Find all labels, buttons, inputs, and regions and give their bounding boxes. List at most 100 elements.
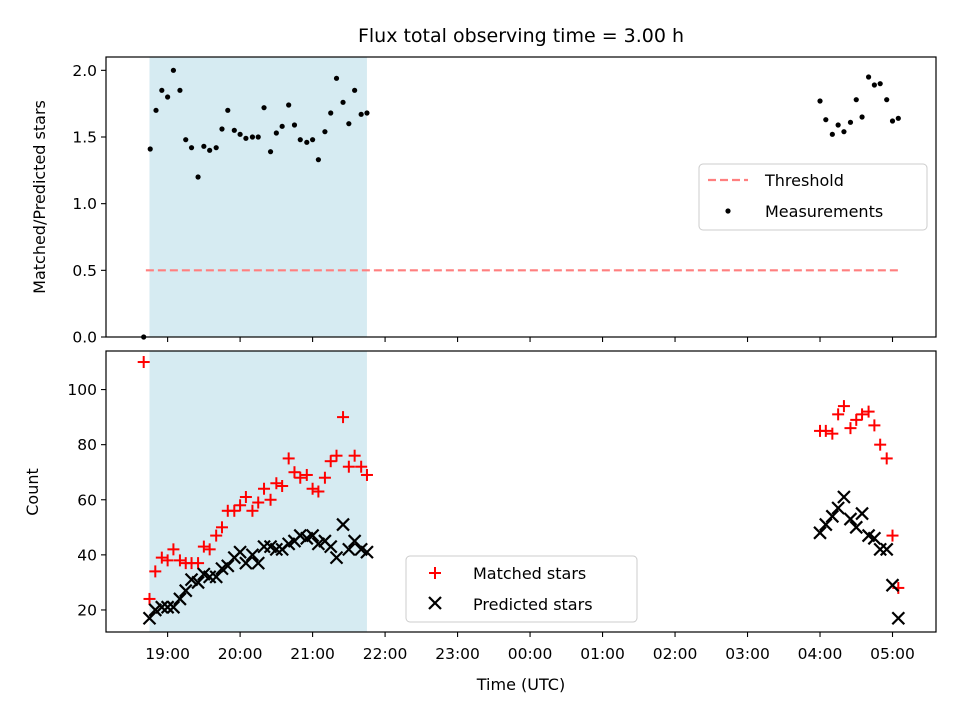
xtick-label: 04:00 xyxy=(798,645,843,663)
xtick-label: 19:00 xyxy=(145,645,190,663)
matched-star-point xyxy=(300,468,313,481)
predicted-star-point xyxy=(221,559,235,573)
xtick-label: 21:00 xyxy=(290,645,335,663)
count-panel: 20 40 60 80 100 19:00 20:00 21:00 22:00 23:00 00:… xyxy=(23,350,937,694)
measurement-point xyxy=(147,146,153,152)
matched-star-point xyxy=(819,424,832,437)
predicted-star-point xyxy=(837,490,851,504)
predicted-star-point xyxy=(360,545,374,559)
count-legend-box xyxy=(405,555,638,623)
xtick-label: 03:00 xyxy=(725,645,770,663)
xtick-label: 00:00 xyxy=(508,645,553,663)
predicted-star-point xyxy=(867,531,882,546)
measurement-point xyxy=(835,122,841,128)
measurement-point xyxy=(219,126,225,132)
measurement-point xyxy=(286,102,292,108)
matched-star-point xyxy=(192,557,205,570)
predicted-star-point xyxy=(269,542,284,557)
matched-star-point xyxy=(288,466,301,479)
measurement-point xyxy=(877,81,883,87)
predicted-star-point xyxy=(873,542,887,557)
predicted-legend-marker xyxy=(428,596,442,610)
measurement-point xyxy=(243,135,249,141)
matched-star-point xyxy=(234,499,247,512)
ratio-panel-frame xyxy=(105,56,937,338)
count-ytick-label: 80 xyxy=(77,436,97,454)
x-axis-label: Time (UTC) xyxy=(476,675,565,694)
predicted-star-point xyxy=(173,592,187,606)
count-ytick-label: 100 xyxy=(67,381,97,399)
matched-star-point xyxy=(880,452,893,465)
measurement-point xyxy=(322,129,328,135)
measurement-point xyxy=(346,121,352,127)
measurement-point xyxy=(170,67,177,73)
ratio-ytick-label: 1.0 xyxy=(72,195,97,213)
measurement-point xyxy=(340,99,346,105)
matched-star-point xyxy=(143,592,156,605)
measurement-point xyxy=(304,139,310,145)
measurements-legend-label: Measurements xyxy=(765,202,883,221)
predicted-star-point xyxy=(233,545,247,559)
predicted-star-point xyxy=(885,578,900,592)
measurement-point xyxy=(188,145,195,151)
predicted-star-point xyxy=(825,509,840,524)
matched-star-point xyxy=(258,482,271,495)
predicted-star-point xyxy=(155,600,169,614)
predicted-star-point xyxy=(191,575,205,590)
measurement-point xyxy=(853,97,859,103)
predicted-star-point xyxy=(843,512,858,526)
measurements-legend-dot xyxy=(725,208,731,214)
matched-star-point xyxy=(826,427,839,440)
measurement-point xyxy=(315,157,321,163)
measurement-point xyxy=(231,127,237,133)
predicted-star-point xyxy=(342,542,356,557)
matched-star-point xyxy=(264,493,277,506)
matched-star-point xyxy=(337,411,350,424)
measurement-point xyxy=(153,107,159,113)
measurement-point xyxy=(309,137,316,143)
measurement-point xyxy=(895,115,901,121)
measurement-point xyxy=(297,137,303,143)
predicted-star-point xyxy=(160,600,175,614)
predicted-star-point xyxy=(855,506,869,521)
count-ytick-label: 40 xyxy=(77,546,97,564)
predicted-star-point xyxy=(819,517,833,532)
chart-title: Flux total observing time = 3.00 h xyxy=(358,25,684,47)
xtick-label: 02:00 xyxy=(653,645,698,663)
ratio-ytick-label: 1.5 xyxy=(72,129,97,147)
measurement-point xyxy=(889,118,896,124)
matched-star-point xyxy=(862,405,875,418)
count-legend: Matched stars Predicted stars xyxy=(405,555,638,623)
measurement-point xyxy=(261,105,267,111)
matched-star-point xyxy=(276,479,289,492)
matched-star-point xyxy=(161,554,174,567)
matched-star-point xyxy=(850,413,863,426)
measurement-point xyxy=(225,107,231,113)
xtick-label: 20:00 xyxy=(218,645,263,663)
measurement-point xyxy=(165,94,171,100)
matched-star-point xyxy=(868,419,881,432)
measurement-point xyxy=(865,74,872,80)
matched-legend-label: Matched stars xyxy=(473,564,586,583)
measurement-point xyxy=(249,134,256,140)
matched-star-point xyxy=(306,482,319,495)
matched-star-point xyxy=(215,521,228,534)
measurement-point xyxy=(847,119,854,125)
count-ytick-label: 60 xyxy=(77,491,97,509)
ratio-ytick-label: 2.0 xyxy=(72,62,97,80)
matched-star-point xyxy=(360,468,373,481)
matched-star-point xyxy=(137,356,150,369)
ratio-ytick-label: 0.0 xyxy=(72,329,97,347)
ratio-panel: 0.00.51.01.52.0 Matched/Predicted stars … xyxy=(30,56,937,347)
measurement-point xyxy=(213,145,219,151)
measurement-point xyxy=(364,110,370,116)
predicted-star-point xyxy=(329,550,344,565)
predicted-star-point xyxy=(336,517,350,532)
ratio-ytick-label: 0.5 xyxy=(72,262,97,280)
predicted-star-point xyxy=(831,501,845,515)
matched-star-point xyxy=(330,449,343,462)
ratio-y-axis-label: Matched/Predicted stars xyxy=(30,100,49,294)
measurement-point xyxy=(871,82,877,88)
matched-star-point xyxy=(886,529,899,542)
matched-star-point xyxy=(239,491,252,504)
